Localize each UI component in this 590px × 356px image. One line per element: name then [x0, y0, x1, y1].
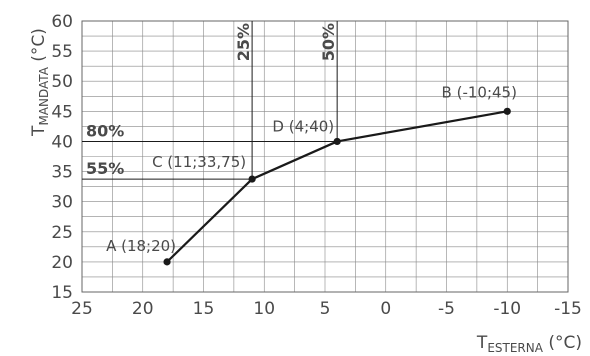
x-axis-label-main: T [476, 333, 488, 353]
y-tick-label: 60 [51, 12, 73, 32]
x-tick-label: 5 [320, 299, 331, 319]
y-tick-label: 25 [51, 223, 73, 243]
x-tick-label: 25 [71, 299, 93, 319]
plot-frame [81, 20, 569, 293]
y-tick-label: 55 [51, 42, 73, 62]
data-labels: A (18;20) C (11;33,75) D (4;40) B (-10;45) [106, 83, 517, 255]
x-axis-label-sub: ESTERNA [487, 341, 543, 355]
y-tick-label: 40 [51, 132, 73, 152]
data-point [503, 107, 511, 115]
y-tick-label: 15 [51, 283, 73, 303]
x-tick-label: 0 [380, 299, 391, 319]
y-axis-label-main: T [29, 125, 49, 137]
y-axis-label-unit: (°C) [29, 28, 49, 67]
reference-lines: 80% 55% 25% 50% [82, 21, 338, 180]
data-point [163, 258, 171, 266]
data-point [333, 137, 341, 146]
x-tick-label: -5 [438, 299, 455, 319]
data-label: D (4;40) [272, 117, 334, 135]
x-tick-label: -15 [554, 299, 582, 319]
x-axis-label: TESTERNA (°C) [476, 333, 582, 355]
data-series [163, 107, 511, 266]
reference-line-label: 80% [86, 121, 124, 140]
x-tick-label: -10 [493, 299, 521, 319]
grid-layer [81, 20, 569, 293]
y-axis-label-sub: MANDATA [37, 66, 51, 125]
reference-line-label: 25% [234, 23, 253, 61]
data-label: A (18;20) [106, 237, 176, 255]
y-tick-label: 20 [51, 253, 73, 273]
x-tick-label: 10 [253, 299, 275, 319]
data-label: B (-10;45) [442, 83, 517, 101]
y-axis-label: TMANDATA (°C) [29, 28, 51, 137]
reference-line-label: 50% [319, 23, 338, 61]
x-tick-label: 15 [193, 299, 215, 319]
data-point [248, 175, 256, 183]
y-tick-label: 45 [51, 102, 73, 122]
y-tick-label: 35 [51, 163, 73, 183]
x-tick-label: 20 [132, 299, 154, 319]
x-axis-label-unit: (°C) [543, 333, 582, 353]
y-tick-label: 30 [51, 193, 73, 213]
y-tick-label: 50 [51, 72, 73, 92]
series-line [166, 110, 508, 263]
data-label: C (11;33,75) [152, 153, 246, 171]
reference-line-label: 55% [86, 159, 124, 178]
